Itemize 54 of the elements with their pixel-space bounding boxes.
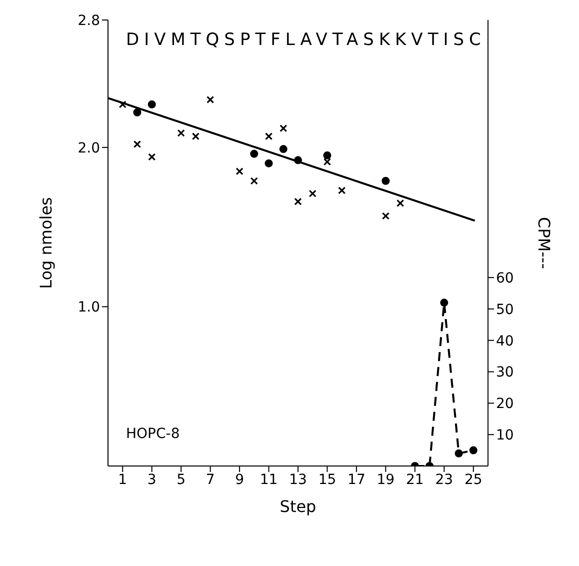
- point: [118, 100, 126, 108]
- point: [250, 177, 258, 185]
- point: [250, 150, 258, 158]
- point: [294, 156, 302, 164]
- point: [308, 190, 316, 198]
- annotation: DIVMTQSPTFLAVTASKKVTISC: [126, 30, 486, 50]
- point: [294, 198, 302, 206]
- point: [148, 153, 156, 161]
- y-tick-label: 2.0: [78, 140, 100, 156]
- y2-tick-label: 60: [496, 270, 514, 287]
- y2-tick-label: 20: [496, 396, 514, 412]
- x-tick-label: 11: [260, 472, 278, 488]
- point: [382, 176, 390, 185]
- y2-tick-label: 10: [496, 428, 514, 444]
- x-tick-label: 15: [318, 472, 336, 488]
- y2-tick-label: 50: [496, 302, 514, 318]
- y2-tick-label: 30: [496, 364, 514, 381]
- point: [133, 108, 142, 116]
- point: [264, 159, 273, 168]
- x-axis-title: Step: [280, 497, 316, 516]
- point: [148, 100, 156, 108]
- y-tick-label: 2.8: [78, 12, 100, 29]
- point: [469, 446, 478, 454]
- x-tick-label: 13: [289, 472, 307, 488]
- point: [280, 124, 288, 132]
- point: [236, 168, 244, 176]
- x-tick-label: 23: [435, 472, 454, 488]
- point: [279, 145, 288, 154]
- point: [454, 449, 463, 458]
- y2-tick-label: 40: [496, 333, 514, 350]
- point: [323, 151, 332, 160]
- x-tick-label: 3: [147, 472, 156, 488]
- x-tick-label: 5: [176, 472, 186, 488]
- point: [382, 212, 390, 220]
- y-axis-title: Log nmoles: [36, 197, 56, 289]
- point: [323, 158, 332, 166]
- point: [192, 132, 200, 140]
- point: [177, 129, 185, 137]
- x-tick-label: 7: [206, 472, 215, 488]
- point: [338, 186, 346, 194]
- y-tick-label: 1.0: [78, 300, 100, 316]
- y2-axis-title: CPM---: [534, 217, 554, 269]
- x-tick-label: 9: [235, 472, 244, 488]
- point: [396, 199, 404, 207]
- x-tick-label: 1: [118, 472, 128, 488]
- point: [206, 96, 214, 104]
- point: [133, 140, 142, 148]
- point: [264, 132, 273, 140]
- x-tick-label: 25: [464, 472, 482, 488]
- x-tick-label: 17: [348, 472, 366, 488]
- x-tick-label: 21: [406, 472, 424, 488]
- annotation: HOPC-8: [126, 426, 180, 442]
- x-tick-label: 19: [376, 472, 395, 488]
- point: [440, 298, 448, 307]
